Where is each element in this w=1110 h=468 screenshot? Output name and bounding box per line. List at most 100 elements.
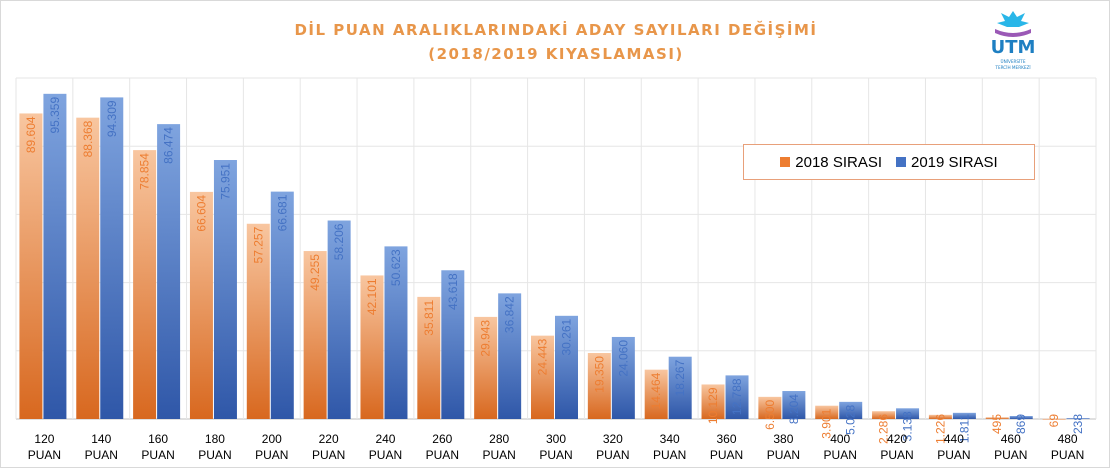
- category-label-unit: PUAN: [596, 448, 629, 462]
- bar-2018-340: [644, 369, 668, 419]
- legend-item-2019: 2019 SIRASI: [896, 154, 998, 171]
- bar-2018-320: [587, 353, 611, 419]
- bar-2019-380: [782, 391, 806, 419]
- data-label-2019-400: 5.028: [844, 405, 858, 435]
- data-label-2019-220: 58.206: [332, 223, 346, 260]
- data-label-2019-240: 50.623: [389, 249, 403, 286]
- svg-text:ÜNİVERSİTE: ÜNİVERSİTE: [1001, 59, 1026, 64]
- legend: 2018 SIRASI 2019 SIRASI: [743, 144, 1035, 180]
- category-label-value: 140: [91, 432, 111, 446]
- data-label-2019-160: 86.474: [162, 127, 176, 164]
- bar-2019-460: [1009, 416, 1033, 419]
- bar-2019-480: [1066, 418, 1090, 419]
- bar-2019-300: [555, 315, 578, 419]
- chart-title: DİL PUAN ARALIKLARINDAKİ ADAY SAYILARI D…: [294, 21, 818, 39]
- category-label-unit: PUAN: [85, 448, 118, 462]
- category-label-value: 200: [262, 432, 282, 446]
- bar-2018-220: [303, 251, 327, 419]
- data-label-2018-320: 19.350: [592, 356, 606, 393]
- bar-2018-200: [246, 223, 270, 419]
- data-label-2019-320: 24.060: [616, 340, 630, 377]
- category-label-value: 360: [717, 432, 737, 446]
- category-label-value: 300: [546, 432, 566, 446]
- data-label-2018-360: 10.129: [706, 387, 720, 424]
- category-label-unit: PUAN: [539, 448, 572, 462]
- bar-2018-180: [189, 191, 213, 419]
- data-label-2019-300: 30.261: [560, 318, 574, 355]
- gridlines: [15, 77, 1097, 420]
- category-label-value: 260: [432, 432, 452, 446]
- data-label-2018-120: 89.604: [24, 116, 38, 153]
- bar-2018-420: [872, 411, 896, 419]
- category-label-unit: PUAN: [426, 448, 459, 462]
- category-label-value: 380: [773, 432, 793, 446]
- bars: [19, 93, 1090, 420]
- category-label-unit: PUAN: [28, 448, 61, 462]
- svg-text:TERCİH MERKEZİ: TERCİH MERKEZİ: [994, 65, 1030, 70]
- category-label-unit: PUAN: [198, 448, 231, 462]
- data-label-2019-140: 94.309: [105, 100, 119, 137]
- category-label-unit: PUAN: [824, 448, 857, 462]
- bar-2019-180: [213, 160, 237, 420]
- bar-2018-460: [985, 417, 1009, 419]
- category-label-value: 180: [205, 432, 225, 446]
- data-label-2019-260: 43.618: [446, 273, 460, 310]
- bar-2019-280: [498, 293, 522, 419]
- bar-2019-240: [384, 246, 408, 419]
- bar-2019-220: [327, 220, 351, 419]
- category-label-value: 460: [1001, 432, 1021, 446]
- bar-2019-360: [725, 375, 749, 419]
- bar-2019-320: [611, 336, 635, 419]
- data-label-2019-440: 1.811: [957, 414, 971, 443]
- data-label-2019-380: 8.204: [787, 394, 801, 424]
- bar-2018-160: [133, 150, 157, 420]
- bar-2018-360: [701, 384, 725, 419]
- bar-2018-140: [76, 117, 100, 419]
- category-label-value: 120: [34, 432, 54, 446]
- bar-2018-260: [417, 296, 441, 419]
- bar-2018-480: [1042, 418, 1066, 420]
- data-label-2018-380: 6.500: [763, 400, 777, 430]
- category-label-unit: PUAN: [1051, 448, 1084, 462]
- data-label-2018-400: 3.901: [820, 408, 834, 438]
- bar-2019-140: [100, 97, 124, 419]
- category-label-value: 320: [603, 432, 623, 446]
- bar-2018-380: [758, 396, 782, 419]
- category-label-unit: PUAN: [141, 448, 174, 462]
- data-label-2018-340: 14.464: [649, 372, 663, 409]
- category-label-unit: PUAN: [994, 448, 1027, 462]
- category-label-unit: PUAN: [937, 448, 970, 462]
- data-label-2019-340: 18.267: [673, 359, 687, 396]
- category-label-unit: PUAN: [369, 448, 402, 462]
- data-label-2019-200: 66.681: [275, 194, 289, 231]
- data-label-2018-260: 35.811: [422, 300, 436, 336]
- bar-2018-440: [928, 414, 952, 419]
- category-label-unit: PUAN: [482, 448, 515, 462]
- category-label-unit: PUAN: [255, 448, 288, 462]
- category-label-value: 480: [1058, 432, 1078, 446]
- legend-swatch-2018: [780, 157, 791, 167]
- category-label-unit: PUAN: [880, 448, 913, 462]
- data-labels: 89.604 88.368 78.854 66.604 57.257 49.255 42.1…: [24, 96, 1085, 444]
- legend-label-2018: 2018 SIRASI: [795, 153, 882, 171]
- data-label-2018-420: 2.286: [877, 414, 891, 444]
- data-label-2018-300: 24.443: [536, 338, 550, 375]
- category-label-value: 400: [830, 432, 850, 446]
- bar-2019-260: [441, 270, 465, 419]
- category-label-unit: PUAN: [710, 448, 743, 462]
- category-labels: 120 PUAN 140 PUAN 160 PUAN 180 PUAN 200 PUAN 220 PU…: [28, 432, 1085, 462]
- data-label-2019-480: 238: [1071, 414, 1085, 434]
- legend-swatch-2019: [896, 157, 906, 167]
- data-label-2018-240: 42.101: [365, 278, 379, 315]
- bar-2019-340: [668, 356, 692, 419]
- category-label-unit: PUAN: [653, 448, 686, 462]
- data-label-2018-440: 1.226: [933, 414, 947, 444]
- chart-subtitle: (2018/2019 KIYASLAMASI): [428, 45, 684, 63]
- data-label-2018-220: 49.255: [308, 254, 322, 291]
- utm-logo: UTM ÜNİVERSİTE TERCİH MERKEZİ: [991, 11, 1035, 70]
- category-label-value: 420: [887, 432, 907, 446]
- bar-2018-120: [19, 113, 43, 419]
- data-label-2019-280: 36.842: [503, 296, 517, 333]
